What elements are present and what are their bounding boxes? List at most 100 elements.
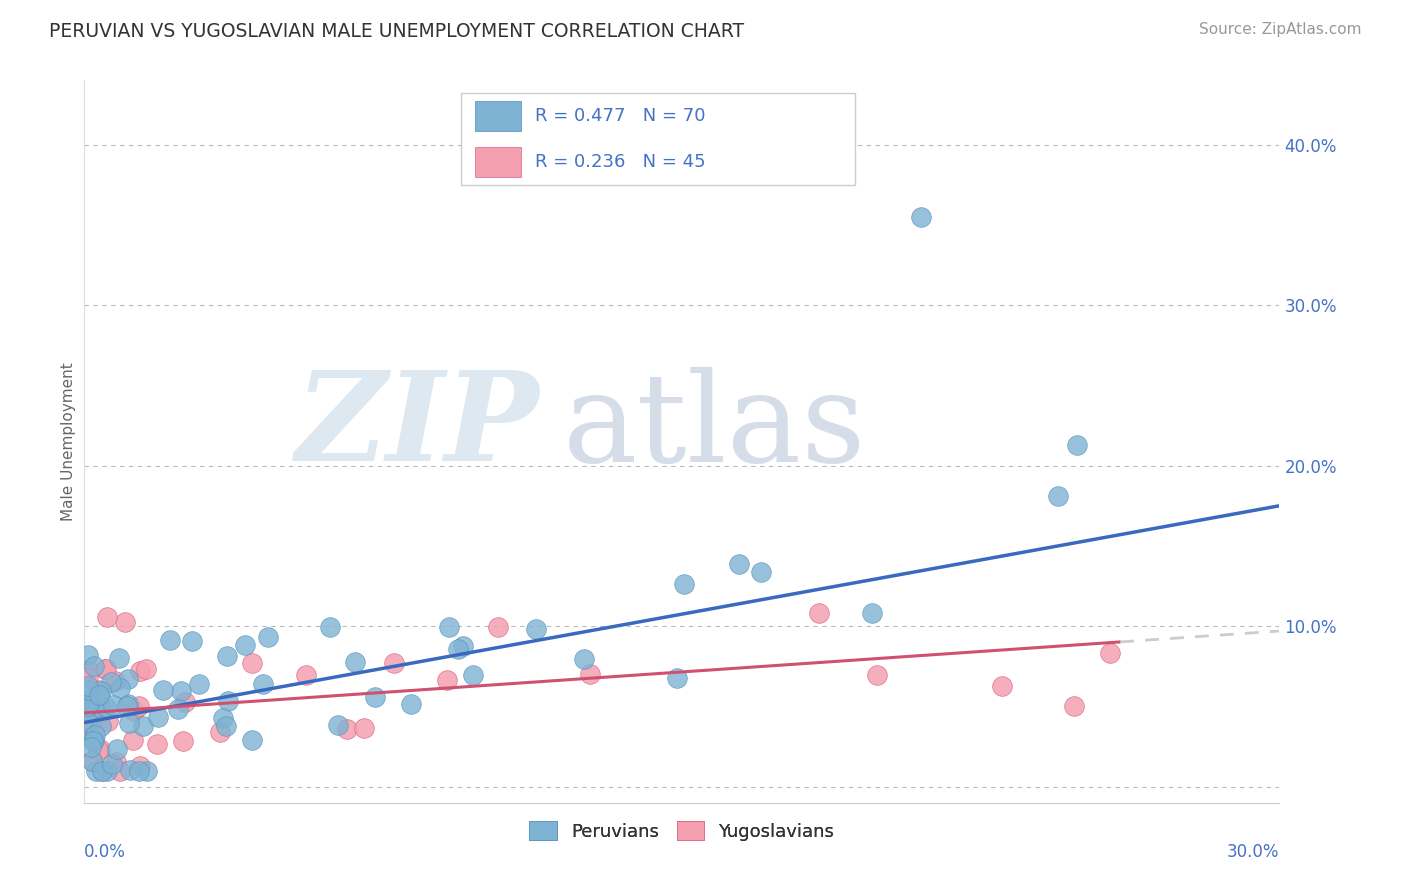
- Point: [215, 719, 238, 733]
- Point: [82, 730, 104, 744]
- Point: [436, 673, 458, 688]
- Point: [117, 672, 139, 686]
- Point: [118, 715, 141, 730]
- Point: [84, 712, 107, 726]
- Point: [114, 615, 136, 629]
- Point: [399, 697, 422, 711]
- Point: [82, 704, 104, 718]
- Point: [215, 648, 238, 663]
- Point: [240, 732, 263, 747]
- Point: [77, 697, 100, 711]
- Point: [364, 690, 387, 705]
- Point: [79, 740, 101, 755]
- Point: [83, 733, 105, 747]
- Point: [80, 714, 103, 728]
- Point: [1063, 698, 1085, 713]
- Point: [152, 683, 174, 698]
- Point: [751, 566, 773, 580]
- Point: [579, 667, 602, 681]
- Point: [524, 622, 547, 636]
- Point: [77, 694, 100, 708]
- Point: [104, 674, 127, 689]
- Point: [294, 668, 316, 682]
- Point: [1066, 438, 1088, 452]
- Text: 0.0%: 0.0%: [84, 843, 127, 861]
- Point: [77, 682, 100, 697]
- Point: [103, 698, 125, 713]
- Point: [77, 716, 100, 731]
- Point: [727, 557, 749, 571]
- Text: PERUVIAN VS YUGOSLAVIAN MALE UNEMPLOYMENT CORRELATION CHART: PERUVIAN VS YUGOSLAVIAN MALE UNEMPLOYMEN…: [49, 22, 744, 41]
- Point: [77, 714, 100, 729]
- Point: [447, 642, 470, 657]
- Point: [87, 682, 110, 697]
- Point: [77, 698, 100, 713]
- Point: [97, 714, 120, 729]
- Point: [252, 677, 274, 691]
- Point: [461, 668, 484, 682]
- Point: [105, 741, 128, 756]
- Point: [860, 606, 883, 620]
- Point: [208, 724, 231, 739]
- Point: [453, 639, 475, 653]
- Text: ZIP: ZIP: [295, 367, 538, 488]
- Text: atlas: atlas: [562, 367, 866, 488]
- Point: [100, 675, 122, 690]
- Text: R = 0.477   N = 70: R = 0.477 N = 70: [534, 107, 706, 125]
- FancyBboxPatch shape: [461, 93, 855, 185]
- Point: [169, 684, 191, 698]
- Point: [117, 698, 139, 713]
- Point: [910, 210, 932, 224]
- Bar: [475, 101, 520, 131]
- Point: [256, 630, 278, 644]
- Bar: [475, 147, 520, 177]
- Text: R = 0.236   N = 45: R = 0.236 N = 45: [534, 153, 706, 171]
- Point: [90, 764, 112, 778]
- Point: [319, 620, 342, 634]
- Point: [128, 764, 150, 778]
- Point: [84, 728, 107, 742]
- Point: [666, 672, 689, 686]
- Point: [87, 743, 110, 757]
- Point: [146, 709, 169, 723]
- Point: [1046, 489, 1069, 503]
- Point: [240, 656, 263, 670]
- Point: [84, 764, 107, 778]
- Point: [167, 702, 190, 716]
- Point: [572, 652, 595, 666]
- Point: [108, 651, 131, 665]
- Point: [866, 667, 889, 681]
- Point: [87, 688, 110, 702]
- Point: [77, 663, 100, 677]
- Point: [172, 734, 194, 748]
- Point: [77, 724, 100, 739]
- Point: [336, 723, 359, 737]
- Point: [353, 721, 375, 735]
- Point: [96, 764, 118, 778]
- Point: [188, 677, 211, 691]
- Point: [77, 648, 100, 663]
- Point: [90, 702, 112, 716]
- Point: [212, 711, 235, 725]
- Point: [82, 734, 104, 748]
- Point: [77, 679, 100, 693]
- Point: [132, 719, 155, 733]
- Point: [343, 656, 366, 670]
- Point: [90, 683, 112, 698]
- Point: [235, 638, 257, 652]
- Point: [807, 606, 830, 620]
- Point: [104, 756, 127, 770]
- Point: [673, 577, 696, 591]
- Text: Source: ZipAtlas.com: Source: ZipAtlas.com: [1198, 22, 1361, 37]
- Point: [124, 704, 146, 718]
- Point: [1099, 646, 1122, 660]
- Point: [128, 698, 150, 713]
- Point: [108, 764, 131, 778]
- Point: [83, 658, 105, 673]
- Point: [159, 633, 181, 648]
- Point: [129, 664, 152, 678]
- Point: [79, 703, 101, 717]
- Y-axis label: Male Unemployment: Male Unemployment: [60, 362, 76, 521]
- Point: [96, 661, 118, 675]
- Point: [93, 662, 115, 676]
